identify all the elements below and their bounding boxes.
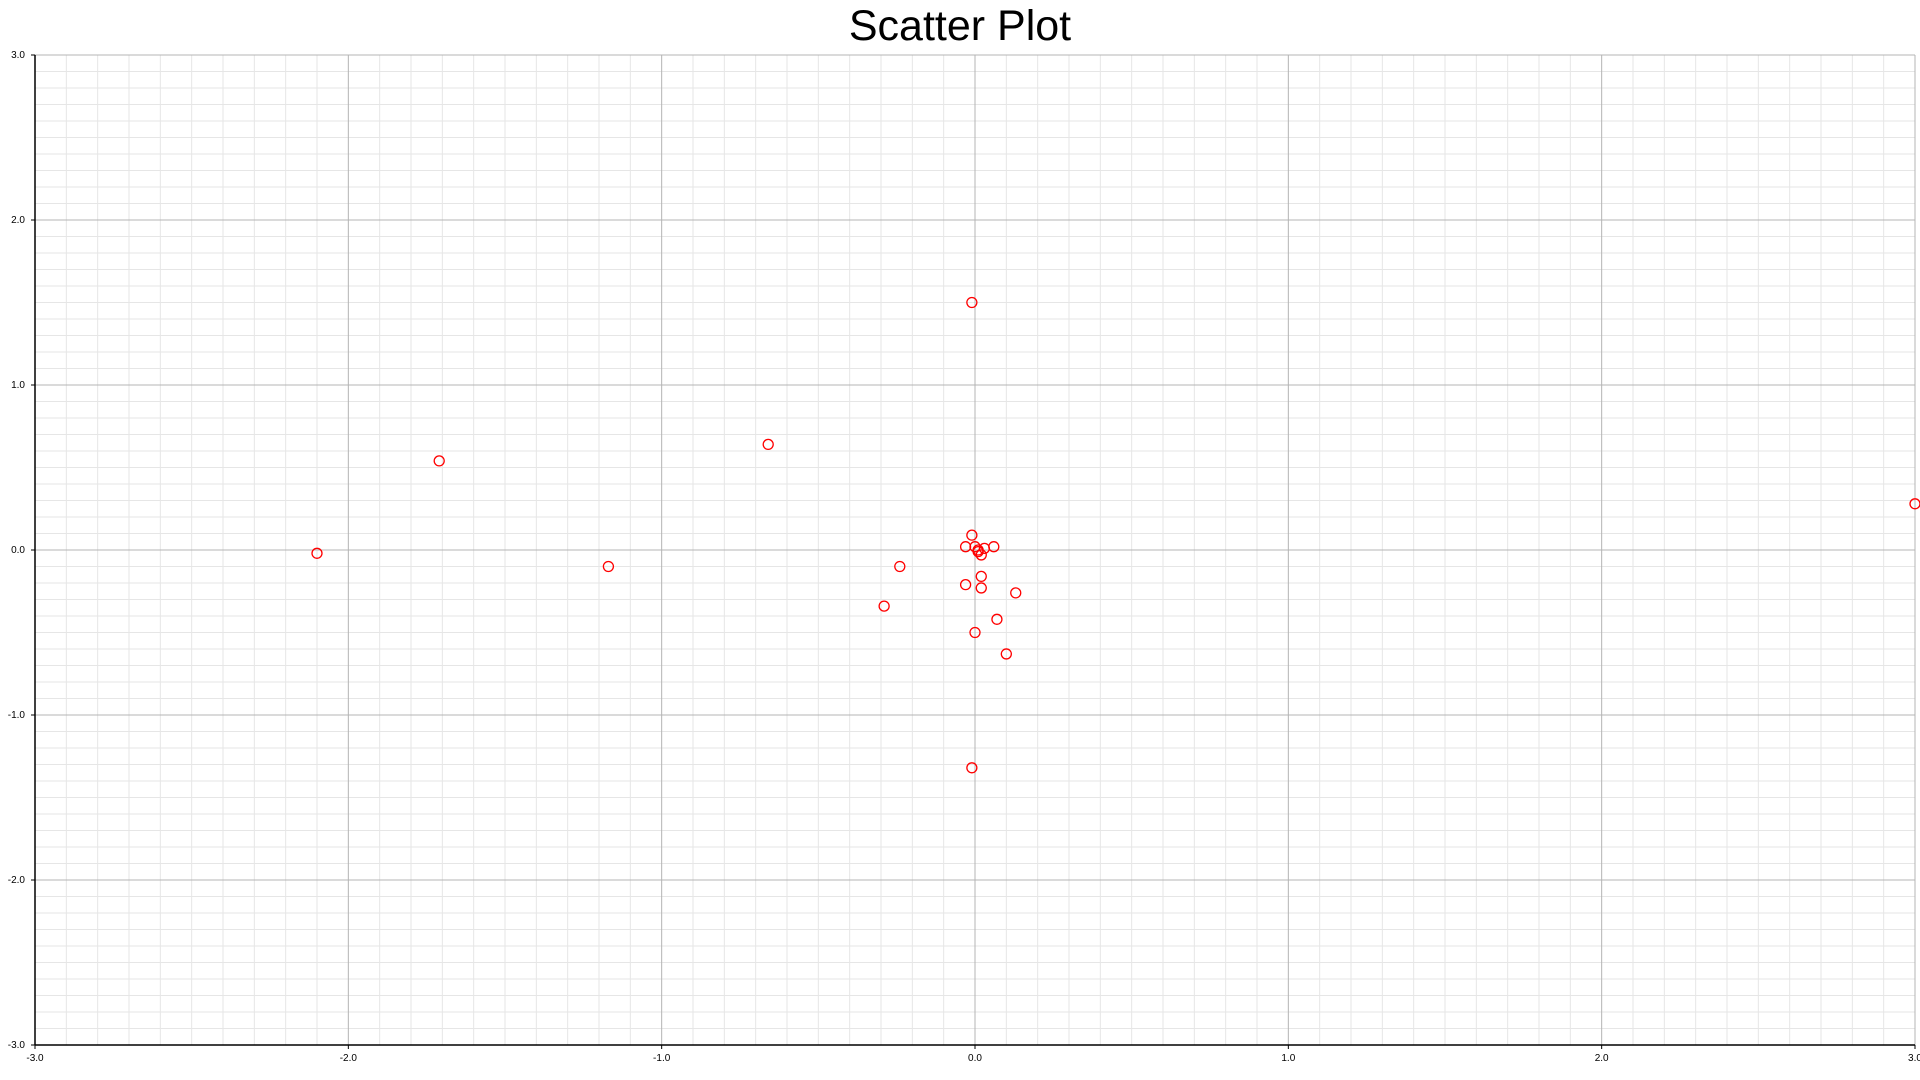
chart-title: Scatter Plot (848, 2, 1072, 50)
data-point (311, 547, 323, 559)
y-tick-label: 1.0 (11, 380, 25, 391)
x-tick-label: -1.0 (653, 1053, 671, 1064)
x-tick-labels: -3.0 -2.0 -1.0 0.0 1.0 2.0 3.0 (26, 1053, 1920, 1064)
y-tick-label: -1.0 (8, 710, 26, 721)
data-point (975, 549, 987, 561)
x-tick-label: -3.0 (26, 1053, 44, 1064)
data-point (878, 600, 890, 612)
data-point (969, 626, 981, 639)
data-point (975, 582, 987, 594)
data-point (959, 579, 972, 591)
x-tick-label: 2.0 (1595, 1053, 1609, 1064)
x-tick-label: 3.0 (1908, 1053, 1920, 1064)
data-point (988, 541, 1000, 553)
data-point (433, 455, 445, 467)
data-point (966, 296, 978, 309)
x-tick-label: 1.0 (1281, 1053, 1295, 1064)
y-tick-label: -3.0 (8, 1040, 26, 1051)
data-point (975, 570, 987, 583)
y-tick-label: 3.0 (11, 50, 25, 61)
y-tick-label: 2.0 (11, 215, 25, 226)
data-point (972, 546, 984, 558)
y-tick-label: 0.0 (11, 545, 25, 556)
data-point (1000, 648, 1012, 660)
data-point (991, 613, 1003, 625)
data-point (966, 529, 978, 541)
data-point (1909, 498, 1920, 510)
data-point (894, 560, 906, 573)
data-points (311, 296, 1920, 774)
data-point (762, 438, 774, 451)
x-tick-label: -2.0 (340, 1053, 358, 1064)
data-point (966, 762, 978, 774)
y-tick-label: -2.0 (8, 875, 26, 886)
data-point (602, 560, 615, 573)
y-tick-labels: 3.0 2.0 1.0 0.0 -1.0 -2.0 -3.0 (8, 50, 26, 1051)
x-tick-label: 0.0 (968, 1053, 982, 1064)
data-point (1010, 587, 1022, 599)
axes (31, 54, 1916, 1049)
